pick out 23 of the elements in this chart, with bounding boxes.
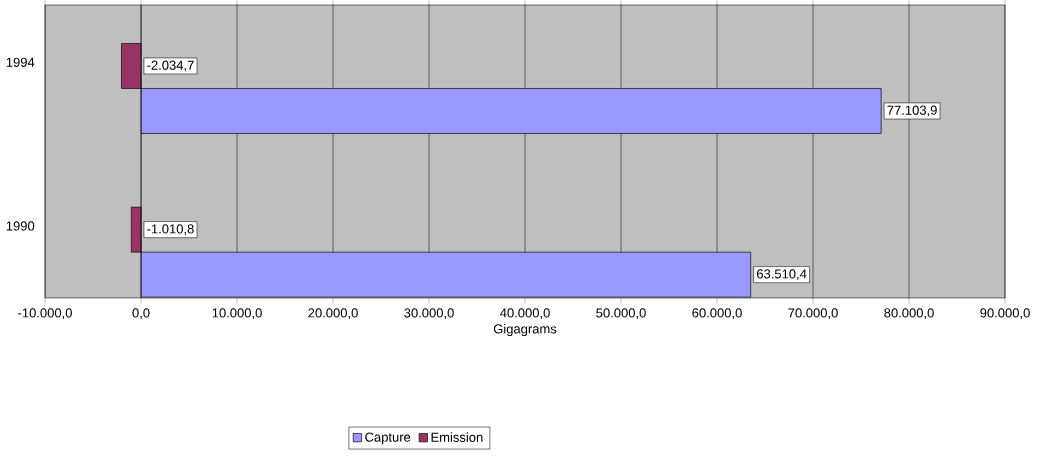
data-label: 77.103,9 bbox=[887, 105, 937, 117]
x-tick-label: 30.000,0 bbox=[404, 308, 454, 320]
x-tick-label: 20.000,0 bbox=[308, 308, 358, 320]
bar bbox=[140, 251, 752, 298]
bar bbox=[140, 88, 882, 134]
data-label: -2.034,7 bbox=[147, 60, 194, 72]
x-tick-label: 90.000,0 bbox=[980, 308, 1030, 320]
x-tick-label: -10.000,0 bbox=[18, 308, 72, 320]
data-label: 63.510,4 bbox=[756, 269, 807, 281]
x-tick-label: 40.000,0 bbox=[500, 308, 550, 320]
x-tick-label: 10.000,0 bbox=[212, 308, 262, 320]
x-tick-label: 80.000,0 bbox=[884, 308, 934, 320]
data-label: -1.010,8 bbox=[147, 224, 194, 236]
x-tick-label: 70.000,0 bbox=[788, 308, 838, 320]
bar bbox=[121, 43, 142, 89]
legend-label: Capture bbox=[365, 432, 411, 445]
x-tick-label: 50.000,0 bbox=[596, 308, 646, 320]
x-axis-title: Gigagrams bbox=[493, 323, 557, 337]
x-tick-label: 0,0 bbox=[132, 308, 150, 320]
legend-label: Emission bbox=[431, 432, 483, 442]
x-tick-label: 60.000,0 bbox=[692, 308, 742, 320]
y-tick-label: 1990 bbox=[6, 221, 35, 231]
y-tick-label: 1994 bbox=[6, 57, 35, 67]
